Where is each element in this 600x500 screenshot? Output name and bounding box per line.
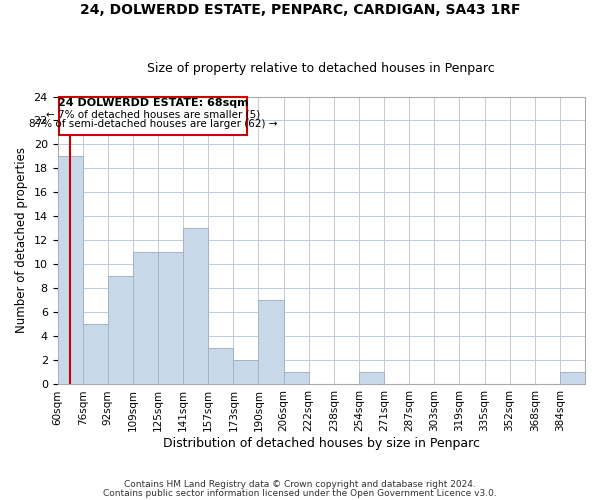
Bar: [83, 324, 108, 384]
Bar: [560, 372, 585, 384]
Text: ← 7% of detached houses are smaller (5): ← 7% of detached houses are smaller (5): [46, 110, 260, 120]
Title: Size of property relative to detached houses in Penparc: Size of property relative to detached ho…: [148, 62, 495, 74]
Text: 24 DOLWERDD ESTATE: 68sqm: 24 DOLWERDD ESTATE: 68sqm: [58, 98, 248, 108]
Bar: [259, 300, 284, 384]
Bar: [108, 276, 133, 384]
Bar: [284, 372, 309, 384]
Bar: [58, 156, 83, 384]
Bar: [158, 252, 183, 384]
Text: 24, DOLWERDD ESTATE, PENPARC, CARDIGAN, SA43 1RF: 24, DOLWERDD ESTATE, PENPARC, CARDIGAN, …: [80, 2, 520, 16]
FancyBboxPatch shape: [59, 96, 247, 135]
Y-axis label: Number of detached properties: Number of detached properties: [15, 148, 28, 334]
Text: Contains public sector information licensed under the Open Government Licence v3: Contains public sector information licen…: [103, 490, 497, 498]
Text: Contains HM Land Registry data © Crown copyright and database right 2024.: Contains HM Land Registry data © Crown c…: [124, 480, 476, 489]
Bar: [359, 372, 384, 384]
X-axis label: Distribution of detached houses by size in Penparc: Distribution of detached houses by size …: [163, 437, 480, 450]
Text: 87% of semi-detached houses are larger (62) →: 87% of semi-detached houses are larger (…: [29, 120, 277, 130]
Bar: [233, 360, 259, 384]
Bar: [133, 252, 158, 384]
Bar: [183, 228, 208, 384]
Bar: [208, 348, 233, 384]
